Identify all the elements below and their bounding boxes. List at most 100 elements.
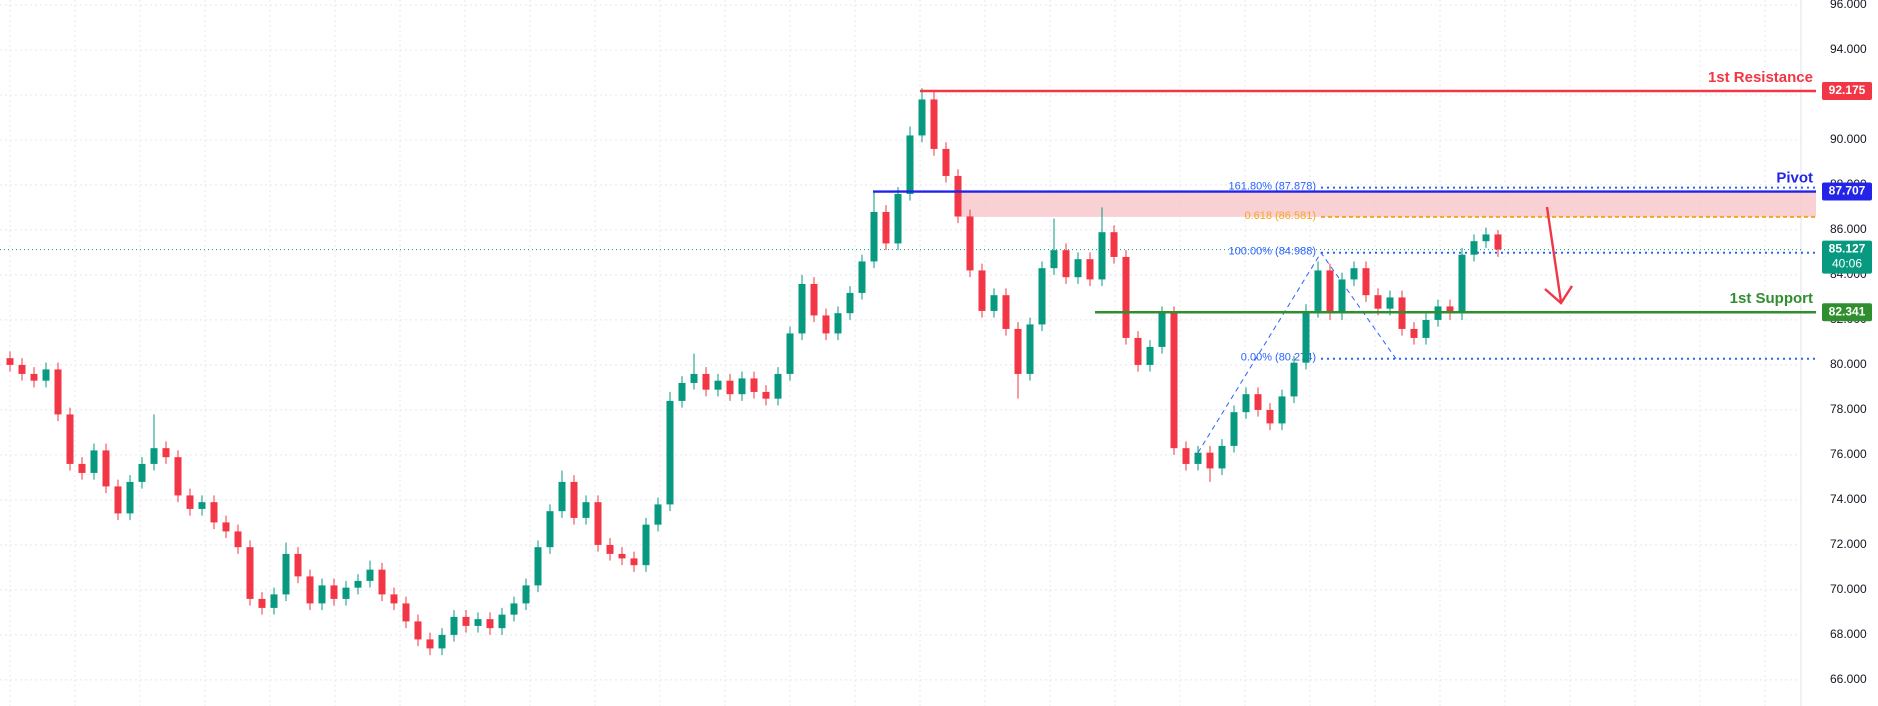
candle-body [1134,337,1142,365]
candle-body [174,457,182,496]
y-tick-label: 74.000 [1830,492,1867,506]
swing-line [1197,251,1397,453]
candle-body [1422,319,1430,338]
candle-body [1350,268,1358,280]
candle-body [1218,445,1226,469]
candle-body [390,594,398,604]
candle-body [1410,328,1418,338]
candle-body [522,585,530,604]
candle-body [906,135,914,194]
y-tick-label: 70.000 [1830,582,1867,596]
price-label: 82.341 [1829,304,1866,318]
resistance-zone [955,191,1816,217]
candle-body [642,524,650,566]
candle-body [918,99,926,136]
candle-body [1050,250,1058,269]
candle-body [18,364,26,374]
candle-body [126,481,134,514]
candle-body [666,400,674,505]
candle-body [1446,306,1454,314]
candle-body [54,369,62,415]
candle-body [330,585,338,599]
price-label-box [1822,82,1872,101]
candle-body [150,448,158,464]
y-tick-label: 66.000 [1830,672,1867,686]
candle-body [294,553,302,577]
candle-body [978,270,986,311]
bar-countdown: 40:06 [1832,257,1862,271]
candle-body [786,333,794,374]
candle-body [1254,394,1262,410]
candle-body [1086,259,1094,280]
fib-label: 0.00% (80.274) [1241,352,1316,364]
candle-body [258,598,266,608]
candle-body [6,358,14,365]
candle-body [546,511,554,548]
candle-body [414,621,422,640]
candle-body [78,463,86,473]
y-tick-label: 94.000 [1830,42,1867,56]
candle-body [498,614,506,629]
level-name: 1st Support [1730,290,1813,307]
candle-body [822,315,830,334]
arrow-shaft [1545,206,1563,303]
candle-body [462,616,470,626]
candle-body [846,292,854,314]
candle-body [894,193,902,244]
candle-body [426,639,434,649]
candle-body [810,283,818,316]
candle-body [774,373,782,399]
candle-body [990,295,998,311]
candle-body [402,603,410,622]
y-tick-label: 78.000 [1830,402,1867,416]
candle-body [186,495,194,509]
candle-body [930,99,938,149]
level-name: 1st Resistance [1708,69,1813,86]
y-tick-label: 72.000 [1830,537,1867,551]
candle-body [1482,234,1490,242]
candle-body [282,553,290,595]
y-tick-label: 90.000 [1830,132,1867,146]
candle-body [678,382,686,401]
price-label: 92.175 [1829,83,1866,97]
y-tick-label: 68.000 [1830,627,1867,641]
candle-body [1470,241,1478,255]
candle-body [882,211,890,244]
candle-body [450,616,458,635]
candle-body [222,522,230,532]
candle-body [798,283,806,334]
candle-body [582,502,590,518]
candle-body [630,558,638,566]
candle-body [654,504,662,525]
candle-body [1182,448,1190,464]
candle-body [834,313,842,334]
candle-body [1278,396,1286,424]
fib-label: 161.80% (87.878) [1229,181,1316,193]
arrow-head [1544,285,1574,305]
candle-body [1206,452,1214,469]
candle-body [1290,362,1298,397]
candle-body [210,502,218,523]
candle-body [1386,297,1394,309]
candle-body [1014,328,1022,374]
last-price-box [1822,240,1872,274]
candle-body [1038,268,1046,325]
candle-body [690,373,698,383]
y-tick-label: 76.000 [1830,447,1867,461]
candle-body [1098,232,1106,280]
candle-body [1326,270,1334,314]
candle-body [342,587,350,599]
candle-body [30,373,38,381]
candle-body [102,450,110,487]
candle-body [1002,295,1010,329]
candle-body [1362,268,1370,296]
y-tick-label: 96.000 [1830,0,1867,11]
candle-body [1074,259,1082,278]
last-price-label: 85.127 [1829,242,1866,256]
candle-body [1170,313,1178,449]
candle-body [234,531,242,548]
candle-body [246,547,254,599]
candle-body [66,414,74,464]
candle-body [1062,250,1070,278]
